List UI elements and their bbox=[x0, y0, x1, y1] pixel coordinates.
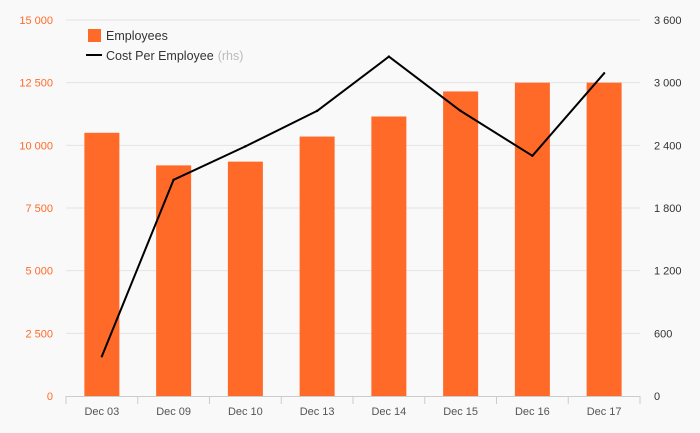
y-left-tick-label: 5 000 bbox=[25, 266, 53, 278]
x-tick-label: Dec 16 bbox=[515, 406, 550, 418]
bar bbox=[84, 132, 120, 397]
x-tick-label: Dec 17 bbox=[587, 406, 622, 418]
line-point bbox=[244, 145, 247, 148]
x-tick-label: Dec 14 bbox=[371, 406, 406, 418]
y-right-tick-label: 2 400 bbox=[654, 140, 682, 152]
y-left-tick-label: 15 000 bbox=[19, 15, 53, 27]
line-point bbox=[387, 55, 391, 58]
bar bbox=[227, 161, 263, 396]
y-right-tick-label: 3 600 bbox=[654, 15, 682, 27]
x-tick-label: Dec 10 bbox=[228, 406, 263, 418]
line-point bbox=[315, 109, 319, 113]
x-tick-label: Dec 03 bbox=[84, 406, 119, 418]
legend-swatch-employees bbox=[88, 29, 101, 42]
x-tick-label: Dec 13 bbox=[300, 406, 335, 418]
legend-label-rhs-suffix: (rhs) bbox=[218, 49, 244, 63]
axes: 0 2 500 5 000 7 500 10 000 12 500 15 000 0 600 1 … bbox=[19, 15, 681, 418]
legend-label-employees: Employees bbox=[106, 29, 168, 43]
legend-label-cost-per-employee: Cost Per Employee (rhs) bbox=[106, 49, 243, 63]
bar bbox=[156, 165, 192, 396]
bar-series-employees bbox=[84, 82, 622, 397]
line-point bbox=[172, 178, 175, 181]
y-right-tick-label: 3 000 bbox=[654, 78, 682, 90]
y-right-tick-label: 1 800 bbox=[654, 203, 682, 215]
y-left-tick-label: 10 000 bbox=[19, 140, 53, 152]
y-left-tick-label: 12 500 bbox=[19, 78, 53, 90]
y-left-tick-label: 7 500 bbox=[25, 203, 53, 215]
bar bbox=[299, 136, 335, 396]
series-line bbox=[100, 55, 605, 357]
y-right-tick-label: 0 bbox=[654, 391, 660, 403]
y-right-tick-label: 1 200 bbox=[654, 266, 682, 278]
line-point bbox=[459, 109, 462, 113]
legend: Employees Cost Per Employee (rhs) bbox=[86, 29, 243, 63]
line-point bbox=[602, 72, 606, 75]
y-left-tick-label: 0 bbox=[47, 391, 53, 403]
x-tick-label: Dec 15 bbox=[443, 406, 478, 418]
y-right-tick-label: 600 bbox=[654, 328, 672, 340]
line-series-cost-per-employee bbox=[100, 55, 606, 358]
bar bbox=[443, 91, 479, 396]
bar bbox=[586, 82, 622, 397]
line-point bbox=[100, 355, 104, 358]
gridlines bbox=[66, 19, 640, 334]
line-point bbox=[531, 154, 534, 157]
bar bbox=[371, 116, 407, 397]
legend-label-cost-per-employee-name: Cost Per Employee bbox=[106, 49, 214, 63]
y-left-tick-label: 2 500 bbox=[25, 328, 53, 340]
bar bbox=[514, 82, 550, 397]
x-tick-label: Dec 09 bbox=[156, 406, 191, 418]
